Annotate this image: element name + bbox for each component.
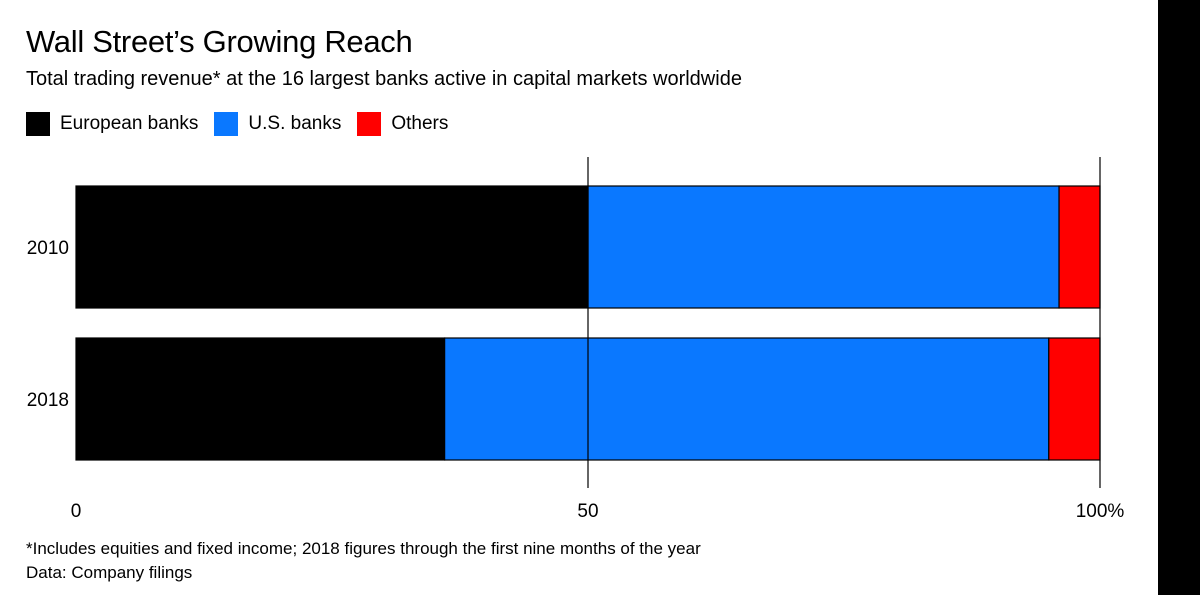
legend-item-european-banks: European banks [26, 112, 198, 136]
chart-plot-area: 2010 2018 0 50 100% [27, 157, 1125, 522]
category-label-2010: 2010 [27, 238, 69, 259]
legend-item-others: Others [357, 112, 448, 136]
category-label-2018: 2018 [27, 390, 69, 411]
x-tick-label-0: 0 [71, 501, 82, 522]
x-tick-label-50: 50 [577, 501, 598, 522]
legend-swatch-others [357, 112, 382, 136]
chart-legend: European banks U.S. banks Others [26, 112, 464, 136]
chart-subtitle: Total trading revenue* at the 16 largest… [26, 68, 742, 90]
chart-source: Data: Company filings [26, 563, 193, 582]
legend-item-us-banks: U.S. banks [214, 112, 341, 136]
legend-label-us-banks: U.S. banks [248, 113, 342, 134]
bar-2010-others [1058, 185, 1101, 309]
legend-label-others: Others [391, 113, 449, 134]
legend-label-european-banks: European banks [60, 113, 199, 134]
bar-2010-u-s-banks [587, 185, 1060, 309]
bar-2018-european-banks [75, 337, 446, 461]
x-tick-label-100: 100% [1076, 501, 1125, 522]
chart-footnote: *Includes equities and fixed income; 201… [26, 539, 701, 558]
right-edge-strip [1158, 0, 1200, 595]
legend-swatch-us-banks [214, 112, 239, 136]
chart-title: Wall Street’s Growing Reach [26, 24, 413, 59]
bar-2018-others [1048, 337, 1101, 461]
bar-2018-u-s-banks [444, 337, 1050, 461]
bar-2010-european-banks [75, 185, 589, 309]
legend-swatch-european-banks [26, 112, 50, 136]
